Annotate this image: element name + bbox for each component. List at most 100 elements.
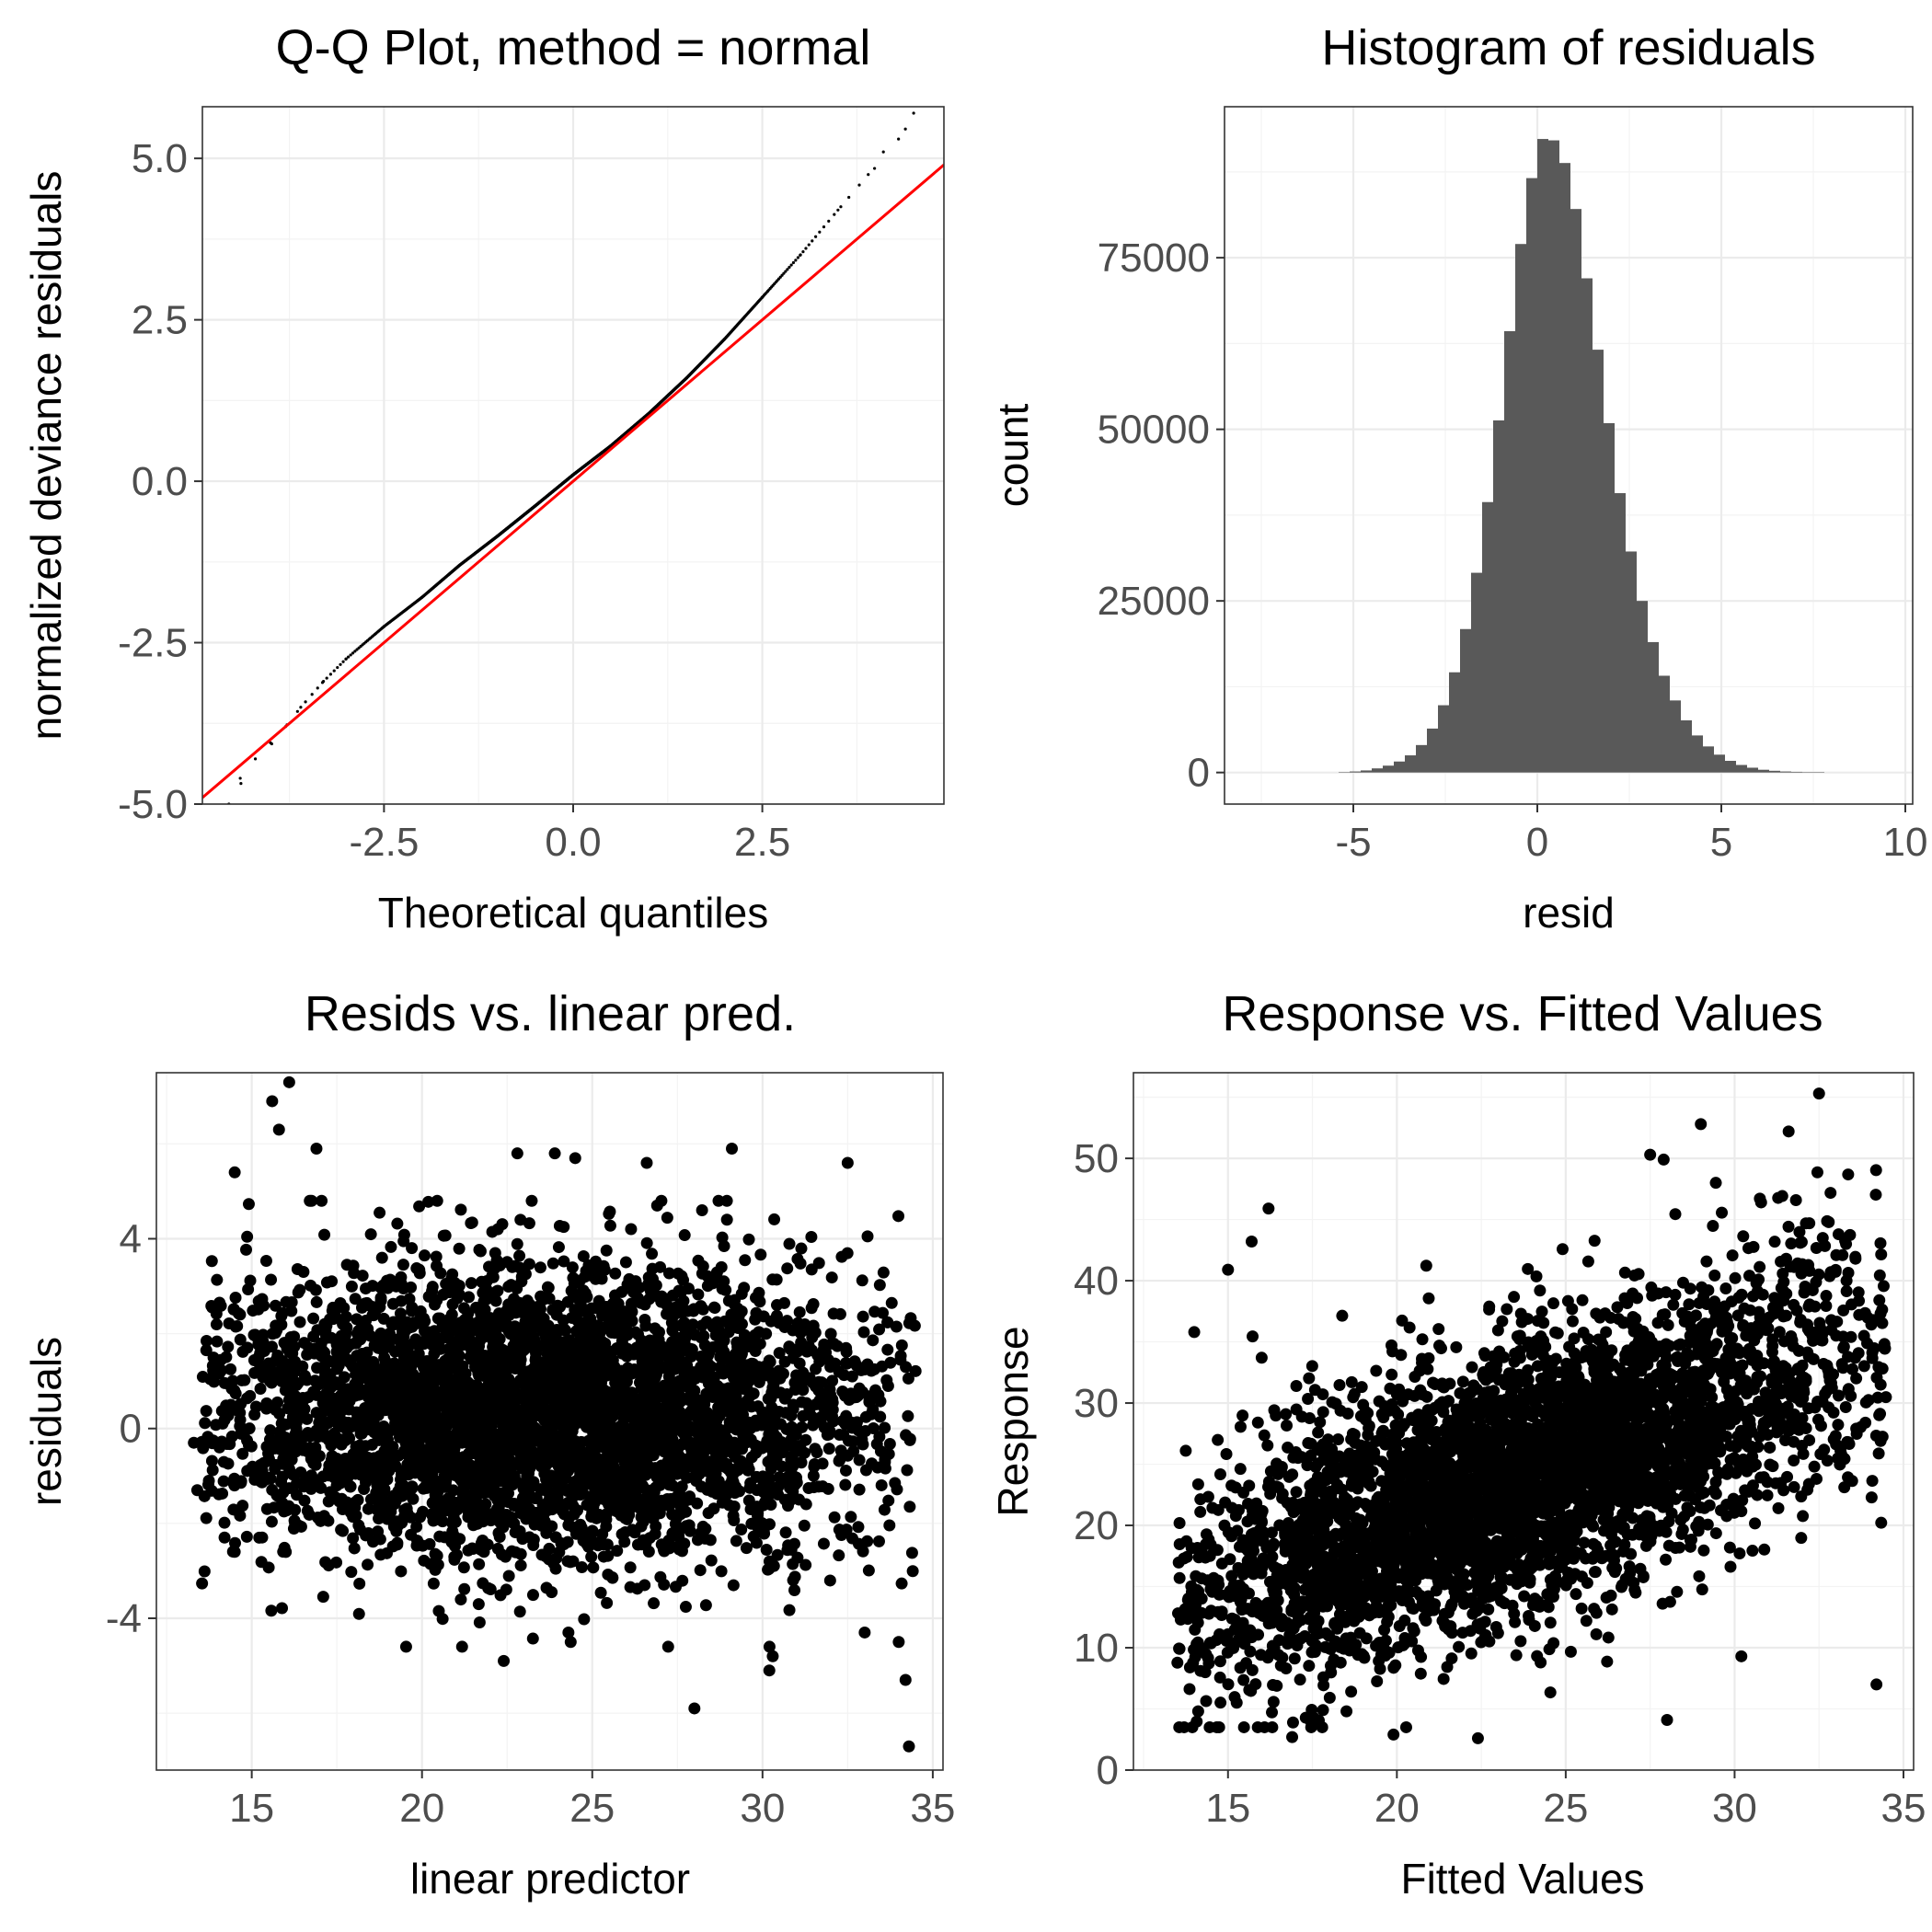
scatter-point (548, 1435, 561, 1448)
qq-point (818, 230, 822, 234)
scatter-point (661, 1640, 674, 1653)
scatter-point (734, 1417, 747, 1430)
scatter-point (502, 1281, 515, 1294)
scatter-point (381, 1473, 394, 1486)
scatter-point (394, 1307, 407, 1320)
histogram-bar (1703, 746, 1714, 773)
qq-point (351, 651, 355, 655)
scatter-point (242, 1198, 255, 1211)
qq-point (647, 411, 650, 415)
scatter-point (799, 1498, 812, 1511)
scatter-point (539, 1330, 552, 1343)
scatter-point (699, 1599, 712, 1612)
scatter-point (302, 1443, 315, 1456)
scatter-point (200, 1405, 213, 1418)
scatter-point (679, 1601, 692, 1614)
qq-point (299, 706, 303, 709)
histogram-bar (1769, 770, 1780, 773)
qq-point (912, 111, 915, 115)
scatter-point (429, 1563, 442, 1576)
scatter-point (276, 1470, 289, 1483)
scatter-point (900, 1361, 913, 1374)
scatter-point (712, 1194, 725, 1207)
y-tick-label: -2.5 (118, 621, 188, 666)
scatter-point (457, 1561, 470, 1574)
scatter-point (604, 1205, 616, 1218)
scatter-point (375, 1251, 388, 1264)
scatter-point (399, 1640, 412, 1653)
scatter-point (369, 1305, 382, 1317)
scatter-point (719, 1431, 732, 1443)
scatter-point (890, 1320, 903, 1333)
scatter-point (513, 1524, 526, 1537)
scatter-point (259, 1255, 272, 1268)
scatter-point (871, 1461, 884, 1474)
qq-point (836, 208, 840, 212)
scatter-point (710, 1271, 723, 1283)
scatter-point (513, 1249, 526, 1262)
scatter-point (254, 1382, 267, 1395)
scatter-point (703, 1345, 716, 1358)
qq-point (325, 676, 328, 680)
scatter-point (640, 1236, 653, 1249)
qq-point (304, 700, 307, 704)
scatter-point (585, 1550, 598, 1563)
qq-point (238, 776, 242, 780)
scatter-point (534, 1261, 546, 1274)
histogram-bar (1659, 675, 1670, 773)
qq-point (833, 213, 836, 216)
scatter-point (675, 1480, 688, 1493)
scatter-point (439, 1229, 452, 1242)
scatter-point (853, 1483, 866, 1496)
scatter-point (730, 1535, 742, 1547)
scatter-point (833, 1524, 845, 1536)
histogram-bar (1449, 672, 1460, 773)
scatter-point (260, 1502, 273, 1515)
scatter-point (805, 1302, 818, 1315)
qq-point (811, 239, 814, 243)
scatter-point (241, 1230, 254, 1243)
scatter-point (882, 1494, 895, 1507)
scatter-point (427, 1514, 440, 1527)
scatter-point (265, 1515, 278, 1528)
histogram-bar (1581, 278, 1593, 773)
histogram-bar (1604, 422, 1615, 773)
scatter-point (218, 1531, 231, 1544)
scatter-point (229, 1536, 242, 1549)
reference-line (202, 164, 944, 799)
histogram-bar (1405, 755, 1416, 773)
scatter-point (240, 1530, 253, 1543)
scatter-point (839, 1464, 852, 1477)
scatter-point (453, 1288, 466, 1301)
scatter-point (878, 1503, 891, 1516)
scatter-point (293, 1316, 306, 1328)
scatter-point (271, 1489, 284, 1502)
scatter-point (349, 1337, 362, 1350)
scatter-point (692, 1254, 705, 1267)
scatter-point (889, 1477, 902, 1489)
scatter-point (431, 1194, 443, 1207)
histogram-bar (1791, 771, 1802, 773)
qq-point (867, 173, 870, 177)
scatter-point (336, 1433, 349, 1446)
histogram-bar (1615, 493, 1626, 773)
scatter-point (619, 1256, 632, 1269)
scatter-point (693, 1460, 706, 1473)
scatter-point (383, 1340, 396, 1353)
scatter-point (760, 1328, 773, 1340)
scatter-point (754, 1248, 767, 1261)
y-axis-title: count (989, 404, 1037, 508)
y-tick-label: 25000 (1098, 579, 1210, 624)
scatter-point (867, 1334, 880, 1347)
scatter-point (654, 1570, 667, 1583)
scatter-point (431, 1259, 443, 1272)
scatter-point (857, 1545, 869, 1558)
scatter-point (587, 1561, 600, 1574)
qq-point (796, 256, 799, 259)
qq-point (336, 665, 339, 670)
scatter-point (241, 1392, 254, 1405)
histogram-bar (1427, 728, 1438, 773)
scatter-point (877, 1266, 890, 1279)
scatter-point (327, 1489, 339, 1501)
y-tick-label: 50000 (1098, 408, 1210, 453)
